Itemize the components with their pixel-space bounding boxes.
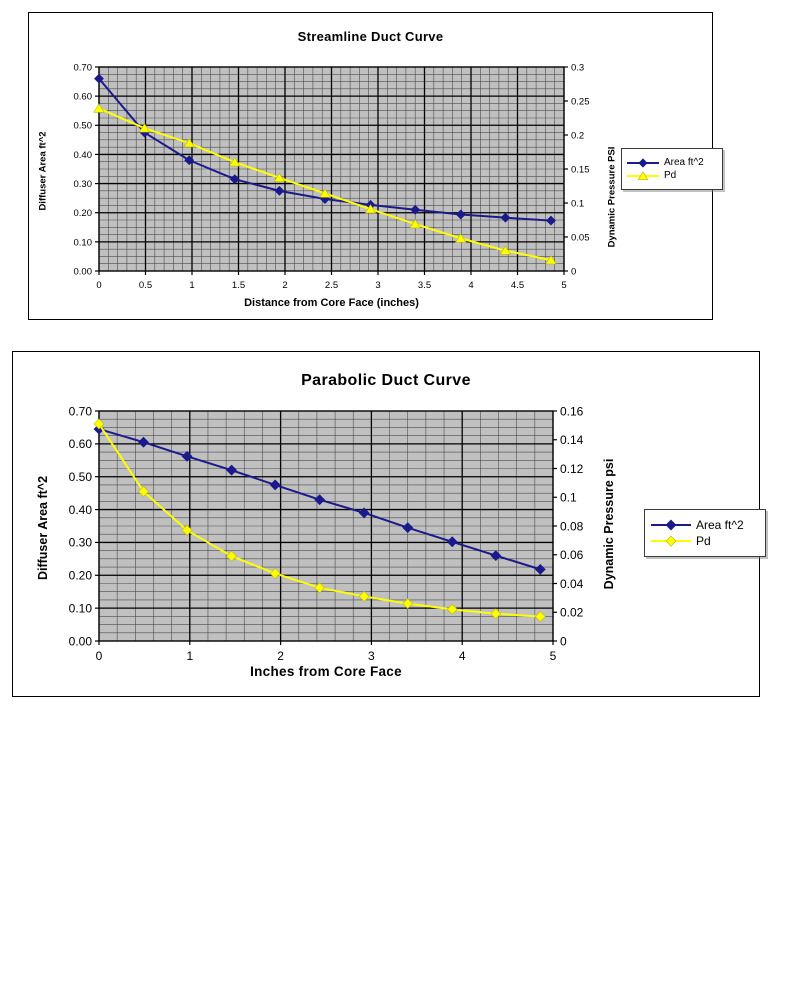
left-y-tick-label: 0.40: [69, 503, 93, 517]
legend-item-pd: Pd: [650, 535, 760, 547]
right-y-tick-label: 0.16: [560, 404, 584, 418]
legend-label: Pd: [696, 534, 711, 548]
right-y-tick-label: 0.1: [560, 491, 577, 505]
streamline-plot-canvas: 0 0.5 1 1.5 2 2.5 3 3.5 4 4.5 50.000.100.200.300.4…: [74, 62, 590, 291]
x-tick-label: 3: [368, 649, 375, 663]
x-tick-label: 2: [277, 649, 284, 663]
legend: Area ft^2 Pd: [621, 148, 723, 190]
axis-ticks: [95, 410, 557, 645]
left-y-tick-label: 0.70: [74, 62, 93, 73]
legend-label: Area ft^2: [664, 156, 704, 168]
left-y-tick-label: 0.10: [74, 237, 93, 248]
x-tick-label: 5: [550, 649, 557, 663]
x-tick-label: 2.5: [325, 280, 338, 291]
left-y-tick-label: 0.10: [69, 601, 93, 615]
chart-title: Parabolic Duct Curve: [301, 372, 471, 389]
left-y-tick-label: 0.60: [74, 92, 93, 103]
legend-item-area: Area ft^2: [650, 519, 760, 531]
left-y-tick-label: 0.00: [69, 634, 93, 648]
chart-title: Streamline Duct Curve: [297, 29, 444, 44]
right-y-tick-label: 0.12: [560, 462, 584, 476]
left-y-tick-label: 0.20: [74, 208, 93, 219]
series-pd: [93, 418, 546, 622]
right-y-axis-title: Dynamic Pressure PSI: [606, 146, 618, 248]
area-series-marker-icon: [651, 519, 691, 531]
x-tick-label: 0: [96, 649, 103, 663]
right-y-tick-label: 0.05: [571, 232, 590, 243]
left-y-tick-label: 0.60: [69, 437, 93, 451]
tick-labels: 0 1 2 3 4 5 0.00 0.10 0.20 0.30 0.40 0.50 0.60 0.70 0 0…: [69, 404, 584, 663]
right-y-tick-label: 0.14: [560, 433, 584, 447]
pd-series-marker-icon: [651, 535, 691, 547]
streamline-chart-frame: 0 0.5 1 1.5 2 2.5 3 3.5 4 4.5 5 0.00 0.10 0.20 0.30 0.4…: [28, 12, 723, 320]
x-tick-label: 1: [186, 649, 193, 663]
left-y-tick-label: 0.40: [74, 150, 93, 161]
axis-ticks: [95, 66, 568, 275]
legend: Area ft^2 Pd: [644, 509, 766, 557]
right-y-tick-label: 0.06: [560, 548, 584, 562]
parabolic-chart-frame: 0 1 2 3 4 5 0.00 0.10 0.20 0.30 0.40 0.50 0.60 0.70 0 0…: [12, 351, 766, 697]
right-y-tick-label: 0.02: [560, 606, 584, 620]
left-y-tick-label: 0.30: [74, 179, 93, 190]
x-tick-label: 2: [282, 280, 287, 291]
right-y-tick-label: 0.1: [571, 198, 584, 209]
x-tick-label: 3.5: [418, 280, 431, 291]
right-y-tick-label: 0: [560, 634, 567, 648]
right-y-tick-label: 0.08: [560, 519, 584, 533]
right-y-tick-label: 0.2: [571, 130, 584, 141]
right-y-tick-label: 0.15: [571, 164, 590, 175]
x-tick-label: 1: [189, 280, 194, 291]
x-axis-title: Inches from Core Face: [250, 664, 402, 679]
x-tick-label: 3: [375, 280, 380, 291]
left-y-axis-title: Diffuser Area ft^2: [37, 131, 49, 211]
right-y-tick-label: 0.25: [571, 96, 590, 107]
left-y-tick-label: 0.00: [74, 266, 93, 277]
x-tick-label: 4.5: [511, 280, 524, 291]
legend-item-pd: Pd: [626, 169, 718, 181]
left-y-axis-title: Diffuser Area ft^2: [36, 475, 50, 581]
x-tick-label: 5: [561, 280, 566, 291]
tick-labels: 0 0.5 1 1.5 2 2.5 3 3.5 4 4.5 50.000.100.200.300.4…: [74, 62, 590, 291]
pd-series-marker-icon: [627, 170, 659, 180]
legend-label: Area ft^2: [696, 518, 744, 532]
x-axis-title: Distance from Core Face (inches): [244, 297, 419, 309]
right-y-tick-label: 0: [571, 266, 576, 277]
x-tick-label: 4: [468, 280, 473, 291]
right-y-tick-label: 0.3: [571, 62, 584, 73]
legend-label: Pd: [664, 169, 677, 181]
left-y-tick-label: 0.70: [69, 404, 93, 418]
left-y-tick-label: 0.20: [69, 569, 93, 583]
parabolic-plot-canvas: 0 1 2 3 4 5 0.00 0.10 0.20 0.30 0.40 0.50 0.60 0.70 0 0…: [69, 404, 584, 663]
x-tick-label: 4: [459, 649, 466, 663]
series-pd: [93, 103, 557, 265]
x-tick-label: 0.5: [139, 280, 152, 291]
left-y-tick-label: 0.30: [69, 536, 93, 550]
right-y-tick-label: 0.04: [560, 577, 584, 591]
legend-item-area: Area ft^2: [626, 156, 718, 168]
area-series-marker-icon: [627, 157, 659, 168]
right-y-axis-title: Dynamic Pressure psi: [602, 458, 616, 590]
x-tick-label: 0: [96, 280, 101, 291]
left-y-tick-label: 0.50: [74, 121, 93, 132]
x-tick-label: 1.5: [232, 280, 245, 291]
left-y-tick-label: 0.50: [69, 470, 93, 484]
